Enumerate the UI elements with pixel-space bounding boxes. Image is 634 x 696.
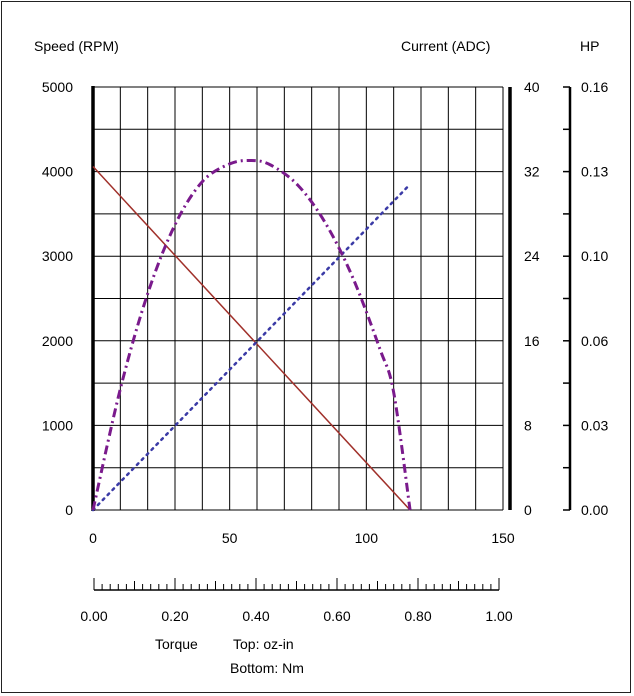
current-tick-label: 8 xyxy=(524,417,532,433)
hp-tick-label: 0.03 xyxy=(581,417,608,433)
top-unit-label: Top: oz-in xyxy=(233,636,294,652)
torque-nm-tick-label: 0.40 xyxy=(242,608,269,624)
torque-oz-tick-label: 100 xyxy=(355,530,379,546)
hp-tick-label: 0.16 xyxy=(581,79,608,95)
torque-nm-tick-label: 0.60 xyxy=(323,608,350,624)
speed-tick-label: 4000 xyxy=(42,164,73,180)
current-axis-title: Current (ADC) xyxy=(401,38,490,54)
hp-curve xyxy=(91,158,412,511)
speed-tick-label: 0 xyxy=(65,502,73,518)
hp-axis-title: HP xyxy=(580,38,599,54)
hp-tick-label: 0.13 xyxy=(581,164,608,180)
speed-tick-label: 1000 xyxy=(42,417,73,433)
speed-tick-label: 5000 xyxy=(42,79,73,95)
current-tick-label: 32 xyxy=(524,164,540,180)
hp-tick-label: 0.06 xyxy=(581,333,608,349)
torque-nm-tick-label: 0.80 xyxy=(404,608,431,624)
hp-tick-label: 0.00 xyxy=(581,502,608,518)
torque-oz-tick-label: 50 xyxy=(222,530,238,546)
left-axis-title: Speed (RPM) xyxy=(34,38,119,54)
current-tick-label: 24 xyxy=(524,248,540,264)
hp-tick-label: 0.10 xyxy=(581,248,608,264)
current-line xyxy=(91,183,412,512)
current-tick-label: 40 xyxy=(524,79,540,95)
speed-tick-label: 3000 xyxy=(42,248,73,264)
current-tick-label: 0 xyxy=(524,502,532,518)
torque-oz-tick-label: 150 xyxy=(491,530,515,546)
torque-nm-tick-label: 1.00 xyxy=(485,608,512,624)
speed-line xyxy=(92,166,411,511)
torque-label: Torque xyxy=(155,636,198,652)
torque-nm-tick-label: 0.00 xyxy=(80,608,107,624)
bottom-unit-label: Bottom: Nm xyxy=(230,660,304,676)
torque-oz-tick-label: 0 xyxy=(89,530,97,546)
current-tick-label: 16 xyxy=(524,333,540,349)
speed-tick-label: 2000 xyxy=(42,333,73,349)
torque-nm-tick-label: 0.20 xyxy=(161,608,188,624)
